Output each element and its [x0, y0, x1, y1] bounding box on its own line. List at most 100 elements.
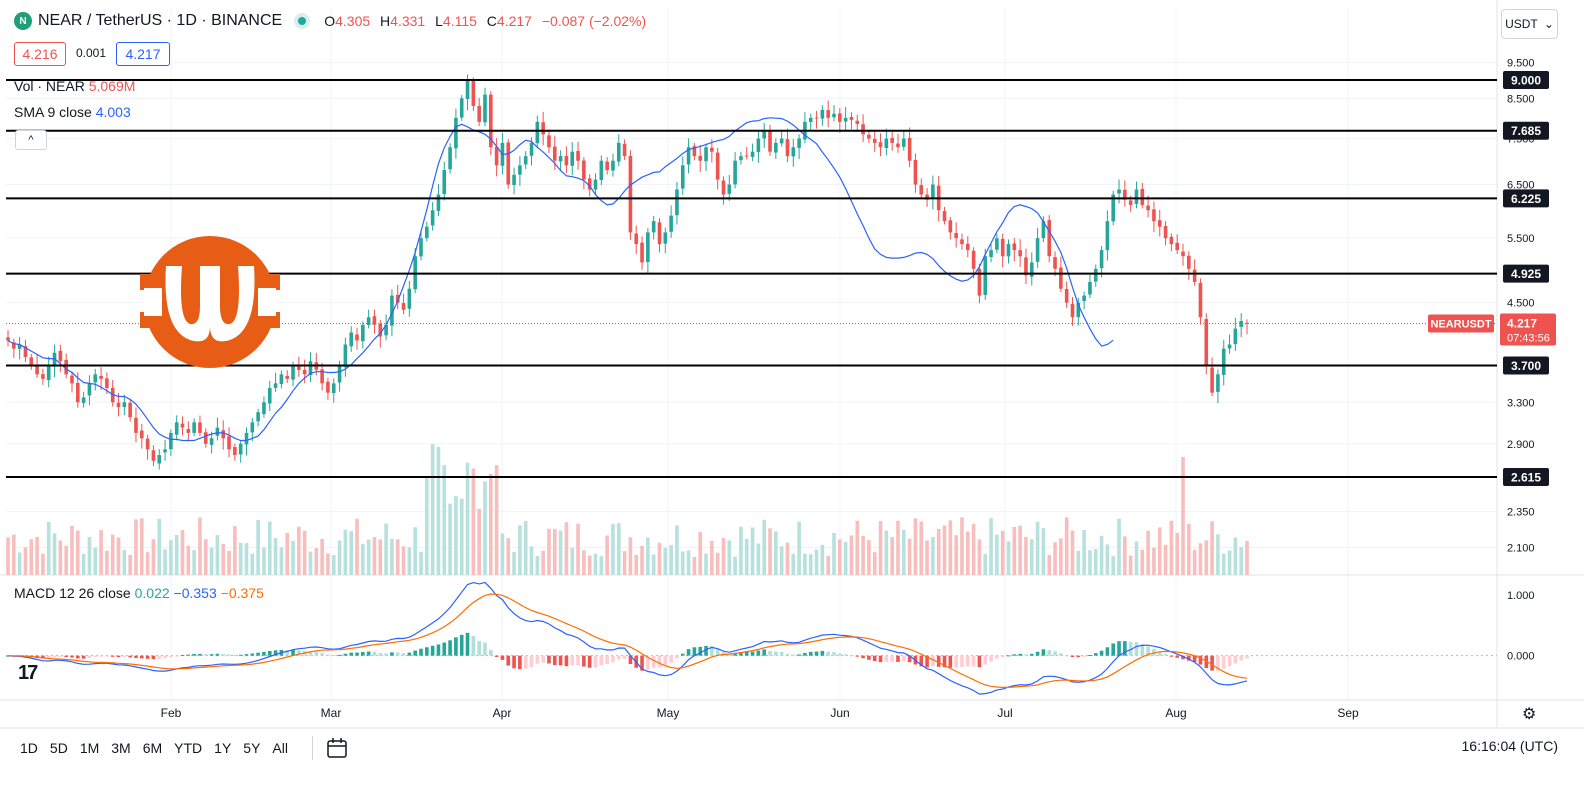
volume-bar: [331, 555, 336, 575]
macd-histogram-bar: [1018, 653, 1022, 656]
timeframe-5y[interactable]: 5Y: [243, 740, 261, 756]
timeframe-1d[interactable]: 1D: [20, 740, 38, 756]
macd-histogram-bar: [832, 652, 836, 656]
timeframe-1y[interactable]: 1Y: [214, 740, 232, 756]
volume-bar: [750, 527, 755, 575]
candle-body: [965, 243, 970, 251]
macd-histogram-bar: [1123, 641, 1127, 656]
volume-bar: [75, 530, 80, 575]
volume-bar: [518, 525, 522, 575]
market-status-icon[interactable]: [298, 17, 307, 25]
volume-bar: [657, 542, 662, 575]
sma-legend[interactable]: SMA 9 close 4.003: [14, 104, 131, 120]
volume-bar: [739, 526, 743, 575]
volume-bar: [849, 535, 854, 575]
timeframe-ytd[interactable]: YTD: [174, 740, 203, 756]
candle-body: [686, 147, 691, 165]
candle-body: [331, 383, 336, 394]
volume-bar: [454, 496, 458, 575]
volume-bar: [640, 545, 644, 575]
volume-bar: [1006, 541, 1011, 575]
toolbar-divider: [312, 736, 313, 760]
volume-bar: [151, 539, 156, 575]
price-tick-label: 4.500: [1507, 298, 1535, 310]
timeframe-5d[interactable]: 5D: [49, 740, 68, 756]
level-tag: [1503, 468, 1549, 486]
buy-price-button[interactable]: 4.217: [116, 42, 170, 66]
candle-body: [570, 151, 575, 166]
macd-histogram-bar: [349, 652, 354, 656]
volume-bar: [995, 534, 999, 575]
volume-bar: [1146, 530, 1150, 575]
candle-body: [913, 159, 918, 185]
timeframe-1m[interactable]: 1M: [79, 740, 100, 756]
volume-bar: [1018, 525, 1022, 575]
candle-body: [506, 142, 511, 185]
brand-logo: [140, 236, 280, 368]
candle-body: [1245, 322, 1249, 324]
utc-clock[interactable]: 16:16:04 (UTC): [1461, 738, 1558, 754]
macd-histogram-bar: [192, 653, 196, 656]
macd-histogram-bar: [250, 653, 255, 656]
candle-body: [122, 402, 127, 408]
volume-bar: [401, 546, 406, 575]
tradingview-logo[interactable]: 17: [18, 662, 38, 684]
volume-bar: [297, 526, 301, 575]
calendar-goto-icon[interactable]: [326, 737, 348, 759]
close-value: 4.217: [496, 13, 532, 29]
macd-histogram-bar: [558, 655, 563, 666]
volume-bar: [558, 530, 563, 575]
volume-bar: [180, 530, 185, 575]
candle-body: [919, 185, 924, 195]
volume-bar: [1041, 528, 1046, 575]
timeframe-all[interactable]: All: [272, 740, 288, 756]
candle-body: [779, 138, 784, 144]
volume-bar: [442, 465, 447, 575]
candle-body: [378, 323, 383, 337]
volume-bar: [361, 544, 365, 575]
candle-body: [704, 147, 708, 162]
volume-bar: [808, 554, 813, 575]
macd-histogram-bar: [657, 655, 662, 668]
price-tick-label: 2.350: [1507, 506, 1535, 518]
candle-body: [611, 160, 615, 171]
macd-histogram-bar: [1239, 655, 1243, 661]
volume-bar: [698, 532, 703, 575]
candle-body: [285, 375, 290, 379]
currency-selector[interactable]: USDT ⌄: [1501, 9, 1558, 39]
volume-bar: [1187, 523, 1191, 575]
candle-body: [262, 402, 266, 415]
volume-bar: [1204, 540, 1209, 575]
volume-legend[interactable]: Vol · NEAR 5.069M: [14, 78, 135, 94]
volume-bar: [907, 538, 912, 575]
macd-histogram-bar: [820, 650, 825, 656]
macd-histogram-bar: [262, 651, 266, 656]
volume-bar: [680, 551, 685, 575]
volume-bar: [1000, 530, 1005, 575]
symbol-title[interactable]: NEAR / TetherUS · 1D · BINANCE: [38, 12, 283, 29]
volume-bar: [273, 538, 278, 575]
candle-body: [58, 350, 63, 362]
macd-histogram-bar: [1006, 655, 1011, 657]
macd-legend[interactable]: MACD 12 26 close 0.022 −0.353 −0.375: [14, 585, 264, 601]
volume-bar: [890, 537, 894, 575]
volume-bar: [238, 542, 243, 575]
collapse-legend-button[interactable]: ^: [15, 130, 47, 150]
timeframe-6m[interactable]: 6M: [142, 740, 163, 756]
candle-body: [861, 124, 865, 135]
macd-histogram-bar: [93, 655, 98, 657]
high-label: H: [380, 13, 391, 29]
macd-histogram-bar: [616, 655, 621, 660]
volume-bar: [128, 554, 132, 575]
timeframe-3m[interactable]: 3M: [111, 740, 131, 756]
settings-gear-icon[interactable]: ⚙: [1522, 706, 1537, 723]
volume-bar: [989, 518, 993, 575]
candle-body: [23, 346, 28, 357]
macd-histogram-bar: [733, 653, 737, 656]
level-tag: [1503, 356, 1549, 375]
sell-price-button[interactable]: 4.216: [14, 42, 66, 66]
volume-bar: [1245, 540, 1249, 575]
candle-body: [518, 165, 522, 175]
candle-body: [105, 378, 109, 388]
